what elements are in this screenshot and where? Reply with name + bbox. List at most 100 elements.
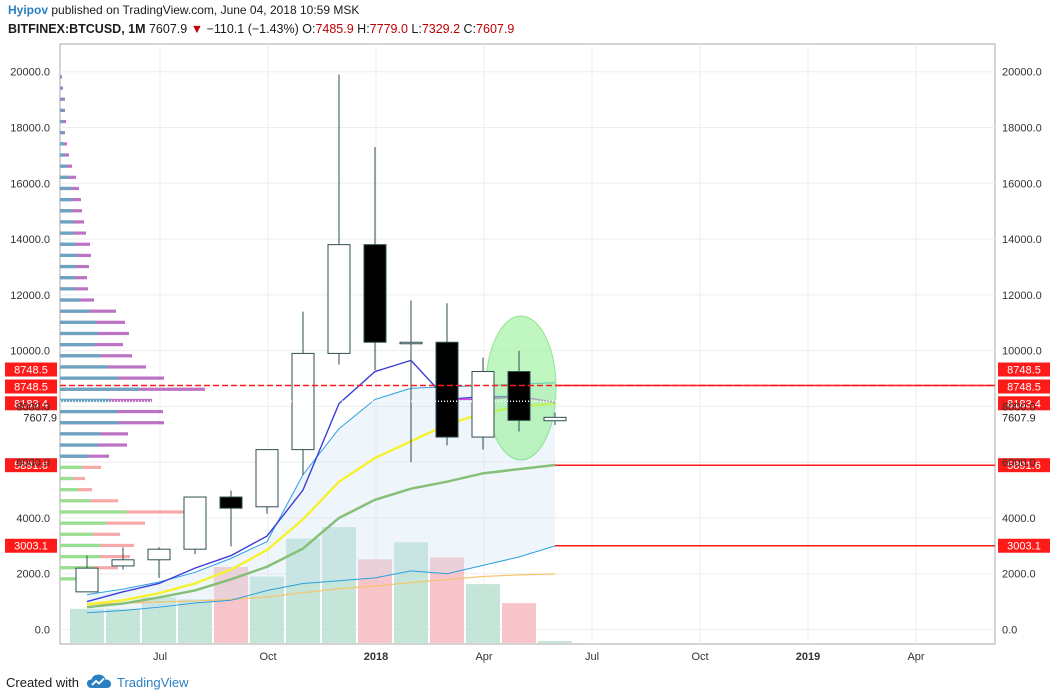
low-value: 7329.2 (421, 22, 461, 36)
volume-bar (106, 608, 140, 643)
volume-profile-buy-bar (60, 309, 90, 313)
volume-profile-buy-bar (60, 554, 100, 559)
y-tick-label-right: 12000.0 (1002, 290, 1042, 302)
y-tick-label-left: 14000.0 (10, 234, 50, 246)
price-chart[interactable]: 8748.5 8748.5 8748.5 8748.5 8183.4 8183.4 5891… (0, 0, 1053, 664)
volume-profile-buy-bar (60, 97, 62, 101)
x-tick-label: Apr (475, 651, 492, 663)
y-tick-label-right: 0.0 (1002, 625, 1017, 637)
price-label-box-right (998, 379, 1050, 394)
volume-bar (70, 608, 104, 643)
y-tick-label-left: 12000.0 (10, 290, 50, 302)
high-value: 7779.0 (369, 22, 408, 36)
volume-profile-buy-bar (60, 264, 76, 269)
open-label: O: (302, 22, 316, 36)
volume-bar (502, 603, 536, 643)
tradingview-cloud-icon[interactable] (86, 673, 112, 691)
price-label-box-left (5, 396, 57, 411)
price-label-box-right (998, 538, 1050, 553)
y-tick-label-right: 14000.0 (1002, 234, 1042, 246)
volume-bar (178, 599, 212, 643)
published-text: published on TradingView.com, June 04, 2… (51, 3, 360, 17)
bollinger-band-fill (87, 382, 555, 613)
open-value: 7485.9 (315, 22, 354, 36)
volume-profile-buy-bar (60, 532, 93, 536)
price-label-left: 3003.1 (14, 541, 48, 553)
price-label-right: 8748.5 (1007, 382, 1041, 394)
footer: Created with TradingView (0, 664, 1053, 700)
close-value: 7607.9 (476, 22, 515, 36)
y-tick-label-left: 8000.0 (16, 401, 50, 413)
volume-profile-buy-bar (60, 365, 108, 369)
volume-profile-buy-bar (60, 119, 63, 124)
price-label-right: 5891.6 (1007, 460, 1041, 472)
volume-profile-buy-bar (60, 432, 100, 436)
x-tick-label: Oct (259, 651, 276, 663)
y-tick-label-right: 6000.0 (1002, 457, 1036, 469)
volume-profile-buy-bar (60, 287, 75, 291)
price-label-box-left (5, 538, 57, 553)
volume-bar (250, 576, 284, 643)
volume-profile-buy-bar (60, 242, 76, 246)
volume-profile-buy-bar (60, 175, 69, 179)
volume-bar (466, 584, 500, 643)
volume-bar (322, 527, 356, 643)
volume-profile-buy-bar (60, 343, 95, 347)
price-label-right: 3003.1 (1007, 541, 1041, 553)
volume-profile-buy-bar (60, 86, 62, 90)
volume-bar (358, 559, 392, 643)
volume-profile-buy-bar (60, 75, 61, 79)
volume-bar (286, 538, 320, 643)
y-tick-label-left: 6000.0 (16, 457, 50, 469)
volume-profile-buy-bar (60, 398, 110, 403)
volume-profile-buy-bar (60, 198, 72, 202)
high-label: H: (357, 22, 370, 36)
price-label-left: 8183.4 (14, 398, 48, 410)
bollinger-lower-line (86, 545, 556, 614)
volume-profile-buy-bar (60, 476, 73, 481)
price-label-box-right (998, 396, 1050, 411)
volume-profile-buy-bar (60, 220, 73, 224)
volume-profile-buy-bar (60, 387, 140, 391)
y-tick-label-right: 8000.0 (1002, 401, 1036, 413)
volume-profile-buy-bar (60, 376, 118, 380)
y-tick-label-right: 18000.0 (1002, 123, 1042, 135)
volume-profile-buy-bar (60, 153, 65, 157)
symbol-name: BITFINEX:BTCUSD, 1M (8, 22, 146, 36)
tradingview-link[interactable]: TradingView (117, 675, 189, 690)
volume-bar (394, 542, 428, 643)
volume-profile-buy-bar (60, 298, 80, 302)
y-tick-label-right: 4000.0 (1002, 513, 1036, 525)
down-triangle-icon: ▼ (190, 22, 204, 36)
candle-body (471, 371, 495, 438)
candle-body (507, 371, 531, 421)
y-tick-label-right: 2000.0 (1002, 569, 1036, 581)
volume-profile-buy-bar (60, 499, 90, 503)
y-tick-label-right: 20000.0 (1002, 67, 1042, 79)
close-label: C: (463, 22, 477, 36)
volume-profile-buy-bar (60, 253, 77, 258)
volume-profile-buy-bar (60, 231, 74, 235)
volume-profile-buy-bar (60, 510, 127, 514)
y-tick-label-left: 0.0 (35, 625, 50, 637)
candle-body (399, 341, 423, 345)
publisher-name[interactable]: Hyipov (8, 3, 49, 17)
volume-profile-buy-bar (60, 577, 84, 581)
price-label-right: 8748.5 (1007, 365, 1041, 377)
price-label-box-left (5, 379, 57, 394)
low-label: L: (411, 22, 422, 36)
volume-bar (538, 641, 572, 643)
candle-body (219, 496, 243, 509)
price-change: −110.1 (−1.43%) (206, 22, 299, 36)
y-tick-label-left: 16000.0 (10, 178, 50, 190)
volume-profile-buy-bar (60, 454, 88, 458)
volume-profile-buy-bar (60, 209, 72, 213)
volume-profile-buy-bar (60, 131, 63, 135)
y-tick-label-left: 20000.0 (10, 67, 50, 79)
last-price-label-left: 7607.9 (23, 412, 57, 424)
volume-profile-buy-bar (60, 142, 64, 146)
x-tick-label: Jul (585, 651, 599, 663)
volume-profile-buy-bar (60, 320, 96, 324)
volume-profile-buy-bar (60, 488, 78, 492)
